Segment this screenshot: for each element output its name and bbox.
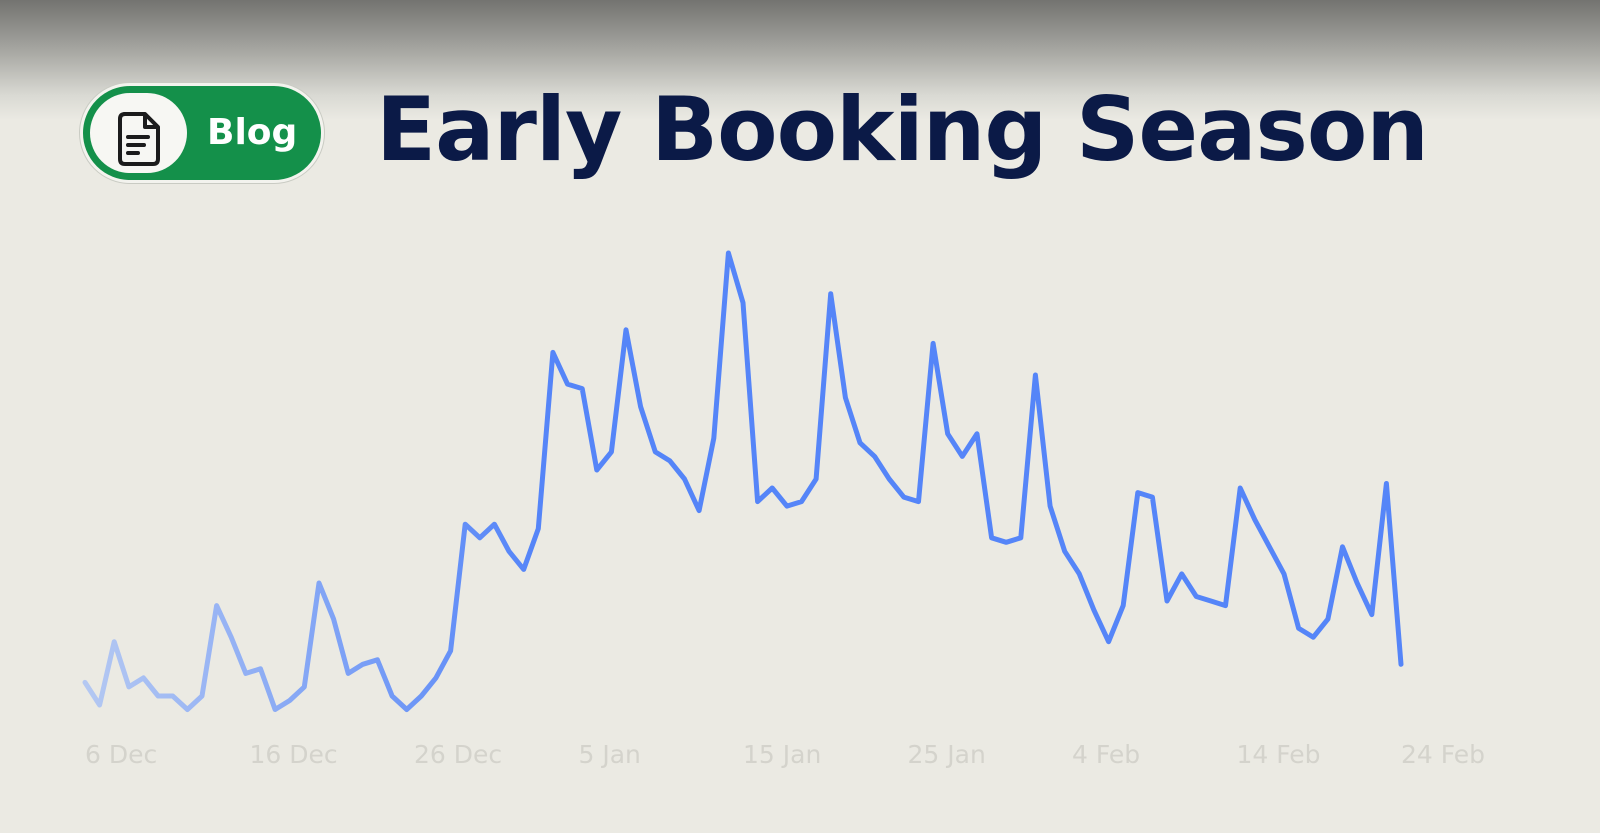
x-tick-label: 4 Feb bbox=[1072, 740, 1140, 769]
x-tick-label: 26 Dec bbox=[414, 740, 502, 769]
badge-label: Blog bbox=[207, 112, 298, 153]
x-tick-label: 25 Jan bbox=[908, 740, 986, 769]
series-line bbox=[82, 250, 1404, 712]
x-tick-label: 15 Jan bbox=[743, 740, 821, 769]
x-tick-label: 16 Dec bbox=[250, 740, 338, 769]
series-group bbox=[82, 250, 1404, 712]
x-tick-label: 5 Jan bbox=[579, 740, 641, 769]
grid-lines bbox=[84, 230, 1402, 722]
x-tick-label: 24 Feb bbox=[1401, 740, 1485, 769]
x-tick-label: 6 Dec bbox=[85, 740, 157, 769]
x-tick-label: 14 Feb bbox=[1237, 740, 1321, 769]
x-axis-labels: 6 Dec 16 Dec 26 Dec 5 Jan 15 Jan 25 Jan 4 Feb 1… bbox=[85, 740, 1485, 769]
page-title: Early Booking Season bbox=[376, 78, 1429, 181]
blog-badge[interactable]: Blog bbox=[80, 83, 324, 183]
document-icon bbox=[118, 112, 160, 166]
badge-icon-circle bbox=[90, 93, 187, 173]
